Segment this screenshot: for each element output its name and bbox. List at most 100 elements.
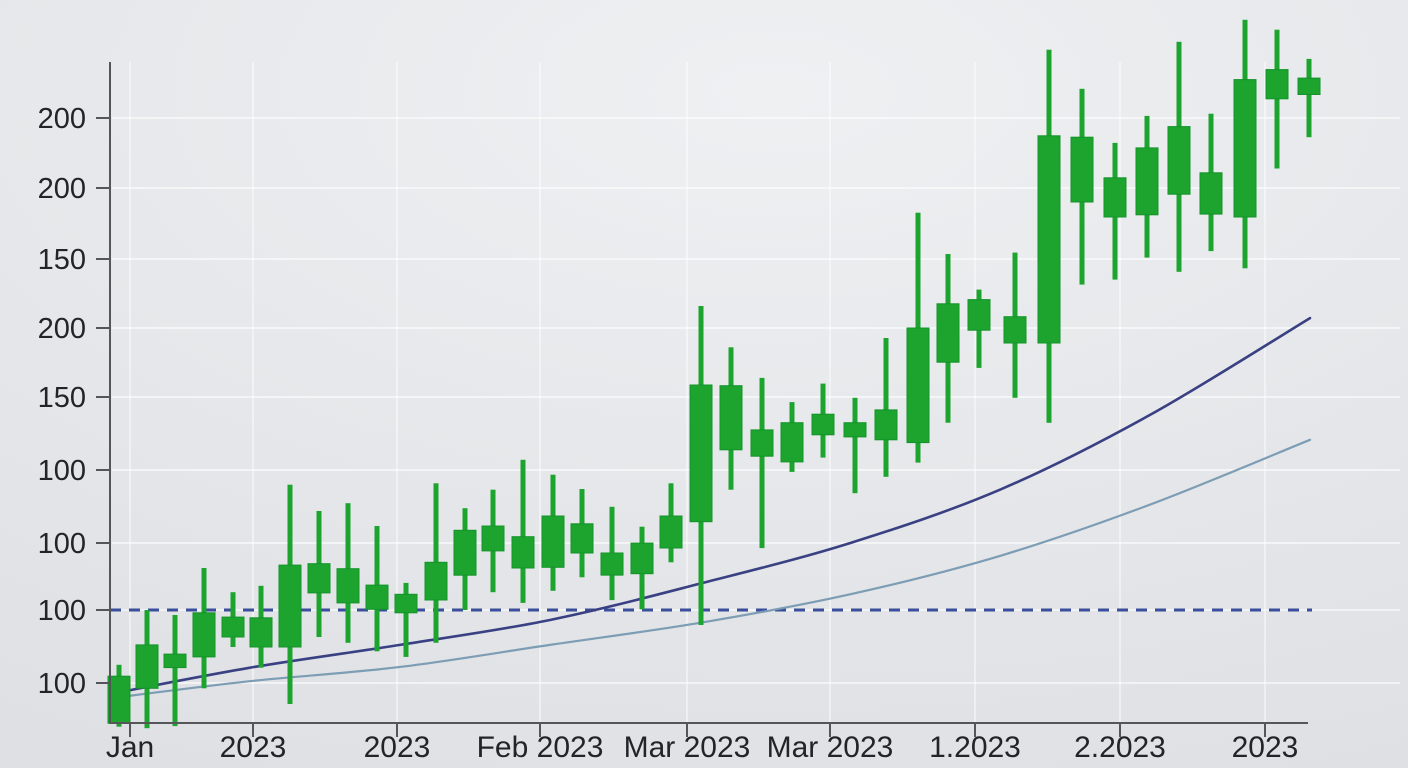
candle-body	[163, 653, 187, 669]
candle-body	[1003, 316, 1027, 344]
candle-body	[780, 422, 804, 463]
candle[interactable]	[365, 526, 389, 652]
candle-body	[1037, 135, 1061, 344]
candle-body	[750, 429, 774, 457]
candle[interactable]	[630, 526, 654, 610]
candle[interactable]	[192, 568, 216, 689]
candle[interactable]	[278, 484, 302, 704]
y-tick-label: 100	[38, 668, 86, 700]
candle[interactable]	[1103, 142, 1127, 280]
y-tick-label: 200	[38, 313, 86, 345]
candle-body	[1135, 147, 1159, 216]
candle[interactable]	[967, 289, 991, 368]
candle-body	[1297, 77, 1321, 95]
x-tick-label: 2023	[220, 731, 287, 764]
candle[interactable]	[1037, 49, 1061, 423]
candle-body	[1070, 136, 1094, 203]
candle-body	[336, 568, 360, 604]
candle[interactable]	[1199, 113, 1223, 252]
candle[interactable]	[511, 459, 535, 603]
candle[interactable]	[336, 503, 360, 643]
y-tick-label: 100	[38, 595, 86, 627]
candle-body	[630, 542, 654, 575]
candle-body	[453, 529, 477, 576]
candle-body	[394, 593, 418, 614]
candle-body	[719, 385, 743, 451]
x-tick-label: Mar 2023	[624, 731, 751, 764]
candle-wick	[852, 397, 858, 494]
y-tick-label: 200	[38, 173, 86, 205]
candle[interactable]	[780, 402, 804, 472]
candle[interactable]	[107, 664, 131, 727]
candle-body	[107, 675, 131, 724]
candle[interactable]	[1297, 58, 1321, 138]
candle-body	[1103, 177, 1127, 218]
candle-body	[659, 515, 683, 549]
candle-body	[936, 303, 960, 363]
candle[interactable]	[541, 474, 565, 591]
candle-body	[424, 561, 448, 601]
candle-body	[1265, 69, 1289, 100]
candle-body	[600, 552, 624, 576]
candle[interactable]	[570, 489, 594, 578]
candle[interactable]	[906, 212, 930, 463]
candle-body	[1199, 172, 1223, 215]
x-tick-label: 2023	[364, 731, 431, 764]
x-tick-label: Jan	[106, 731, 154, 764]
candle[interactable]	[600, 506, 624, 601]
candle-body	[811, 413, 835, 436]
candle-body	[278, 564, 302, 648]
candle-body	[192, 612, 216, 658]
candle[interactable]	[1233, 19, 1257, 269]
candle[interactable]	[719, 347, 743, 490]
candle-body	[541, 515, 565, 568]
candle-body	[906, 327, 930, 444]
candle-wick	[1306, 58, 1312, 138]
candle[interactable]	[135, 610, 159, 729]
candle-body	[249, 617, 273, 648]
candle[interactable]	[689, 306, 713, 625]
candle[interactable]	[659, 483, 683, 563]
candle[interactable]	[424, 483, 448, 643]
candle[interactable]	[481, 489, 505, 593]
candle[interactable]	[394, 582, 418, 657]
candle[interactable]	[843, 397, 867, 494]
candle[interactable]	[163, 615, 187, 727]
candle-body	[511, 536, 535, 569]
candle-body	[1233, 79, 1257, 218]
x-tick-label: Feb 2023	[477, 731, 604, 764]
candle[interactable]	[1135, 115, 1159, 258]
candle-body	[365, 584, 389, 610]
candle[interactable]	[874, 338, 898, 477]
candle-body	[967, 299, 991, 331]
candle[interactable]	[811, 383, 835, 458]
x-tick-label: Mar 2023	[767, 731, 894, 764]
candle-wick	[403, 582, 409, 657]
x-tick-label: 2023	[1232, 731, 1299, 764]
candle-body	[135, 644, 159, 689]
x-tick-label: 1.2023	[929, 731, 1021, 764]
candle[interactable]	[249, 585, 273, 668]
candle[interactable]	[1265, 29, 1289, 169]
candle[interactable]	[221, 592, 245, 647]
candle[interactable]	[307, 511, 331, 637]
y-tick-label: 150	[38, 244, 86, 276]
candle[interactable]	[1070, 88, 1094, 285]
candle-body	[874, 409, 898, 441]
y-tick-label: 150	[38, 382, 86, 414]
candle-body	[481, 525, 505, 552]
candle-body	[1167, 126, 1191, 195]
candle[interactable]	[453, 508, 477, 610]
candle[interactable]	[1167, 41, 1191, 272]
candle-body	[689, 384, 713, 523]
candle-wick	[759, 377, 765, 549]
candle-body	[221, 616, 245, 638]
candle[interactable]	[936, 254, 960, 423]
candle-wick	[520, 459, 526, 603]
candle[interactable]	[1003, 252, 1027, 398]
y-tick-label: 100	[38, 528, 86, 560]
x-tick-label: 2.2023	[1074, 731, 1166, 764]
candle[interactable]	[750, 377, 774, 549]
